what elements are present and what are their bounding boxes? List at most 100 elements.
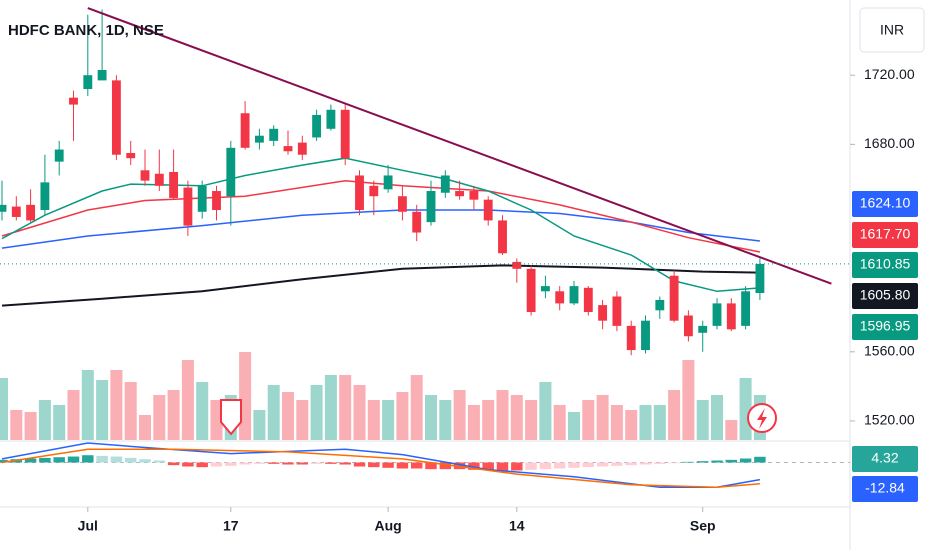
moving-average — [1, 179, 761, 253]
macd-histogram-bar — [53, 457, 65, 463]
y-tick-label: 1560.00 — [864, 343, 915, 359]
volume-bar — [496, 390, 509, 440]
macd-histogram-bar — [525, 462, 537, 470]
candle-body — [555, 291, 565, 304]
macd-histogram-bar — [539, 462, 552, 470]
currency[interactable]: INR — [880, 22, 904, 38]
macd-histogram-bar — [196, 462, 208, 468]
candle-body — [83, 75, 93, 90]
marks — [0, 7, 855, 512]
macd-histogram-bar — [553, 462, 566, 469]
macd-histogram-bar — [668, 462, 680, 464]
macd-histogram-bar — [682, 461, 695, 463]
macd-histogram-bar — [754, 456, 766, 463]
lightning-icon[interactable] — [747, 403, 777, 433]
macd-histogram-bar — [296, 462, 309, 465]
candle-body — [297, 142, 307, 155]
candle-body — [726, 303, 736, 330]
volume-bar — [482, 400, 495, 440]
macd-histogram-bar — [611, 462, 623, 466]
candle-body — [455, 191, 465, 197]
volume-bar — [53, 405, 66, 440]
macd-histogram-bar — [696, 461, 709, 463]
y-tick-label: 1720.00 — [864, 66, 915, 82]
volume-bar — [439, 400, 452, 440]
moving-average — [1, 209, 760, 249]
volume-bar — [653, 405, 666, 440]
volume-bar — [553, 405, 566, 440]
price-tag — [852, 191, 918, 217]
macd-histogram-bar — [239, 462, 251, 465]
volume-bar — [610, 405, 623, 440]
volume-bar — [625, 410, 638, 440]
macd-histogram-bar — [225, 462, 237, 466]
price-tag-label: -12.84 — [865, 480, 905, 496]
volume-bar — [696, 400, 709, 440]
candle-body — [0, 204, 7, 212]
candle-body — [483, 199, 493, 221]
candle-body — [26, 204, 36, 221]
moving-average — [1, 157, 760, 293]
candle-body — [569, 286, 579, 304]
candle-body — [598, 305, 608, 321]
candle-body — [169, 172, 179, 198]
volume-bar — [196, 382, 209, 440]
currency-box[interactable] — [859, 7, 925, 53]
volume-bar — [467, 405, 480, 440]
macd-histogram-bar — [67, 456, 80, 463]
macd-histogram-bar — [325, 462, 337, 464]
macd-histogram-bar — [596, 462, 609, 467]
price-tag-label: 1617.70 — [860, 226, 911, 242]
candle-body — [97, 70, 107, 81]
macd-histogram-bar — [396, 462, 409, 469]
candle-body — [69, 97, 78, 105]
macd-histogram-bar — [182, 462, 194, 467]
macd-histogram-bar — [82, 455, 94, 463]
price-tag — [852, 252, 918, 278]
macd-histogram-bar — [282, 462, 294, 465]
candle-body — [369, 185, 379, 197]
candle-body — [397, 196, 407, 212]
price-tag-label: 1596.95 — [860, 318, 911, 334]
moving-average — [1, 264, 760, 307]
candle-body — [440, 175, 450, 193]
volume-bar — [367, 400, 380, 440]
macd-histogram-bar — [110, 456, 123, 463]
volume-bar — [453, 390, 466, 440]
volume-bar — [181, 360, 194, 440]
symbol-title: HDFC BANK, 1D, NSE — [8, 22, 164, 39]
volume-bar — [725, 420, 738, 440]
candle-body — [326, 109, 336, 129]
price-tag — [852, 446, 918, 472]
volume-bar — [682, 360, 695, 440]
candle-body — [626, 325, 636, 351]
macd-histogram-bar — [439, 462, 452, 470]
macd-histogram-bar — [339, 462, 351, 465]
macd-histogram-bar — [410, 462, 423, 469]
price-tag-label: 1605.80 — [860, 287, 911, 303]
candle-body — [469, 191, 479, 200]
volume-bar — [668, 390, 681, 440]
candle-body — [712, 303, 722, 326]
macd-histogram-bar — [425, 462, 437, 470]
y-tick-label: 1680.00 — [864, 135, 915, 151]
macd-histogram-bar — [39, 457, 51, 463]
price-tag — [852, 222, 918, 248]
volume-bar — [568, 412, 581, 440]
volume-bar — [382, 400, 395, 440]
candle-body — [140, 170, 150, 181]
volume-bar — [339, 375, 352, 440]
macd-histogram-bar — [725, 459, 738, 463]
candle-body — [583, 287, 593, 313]
volume-bar — [310, 385, 323, 440]
candle-body — [655, 299, 665, 311]
candle-body — [355, 175, 364, 211]
macd-histogram-bar — [625, 462, 637, 466]
earnings-icon-shape — [220, 399, 242, 436]
trend-line — [87, 7, 832, 285]
volume-bar — [253, 410, 266, 440]
candle-body — [226, 147, 236, 197]
macd-histogram-bar — [739, 458, 752, 463]
volume-bar — [296, 400, 309, 440]
